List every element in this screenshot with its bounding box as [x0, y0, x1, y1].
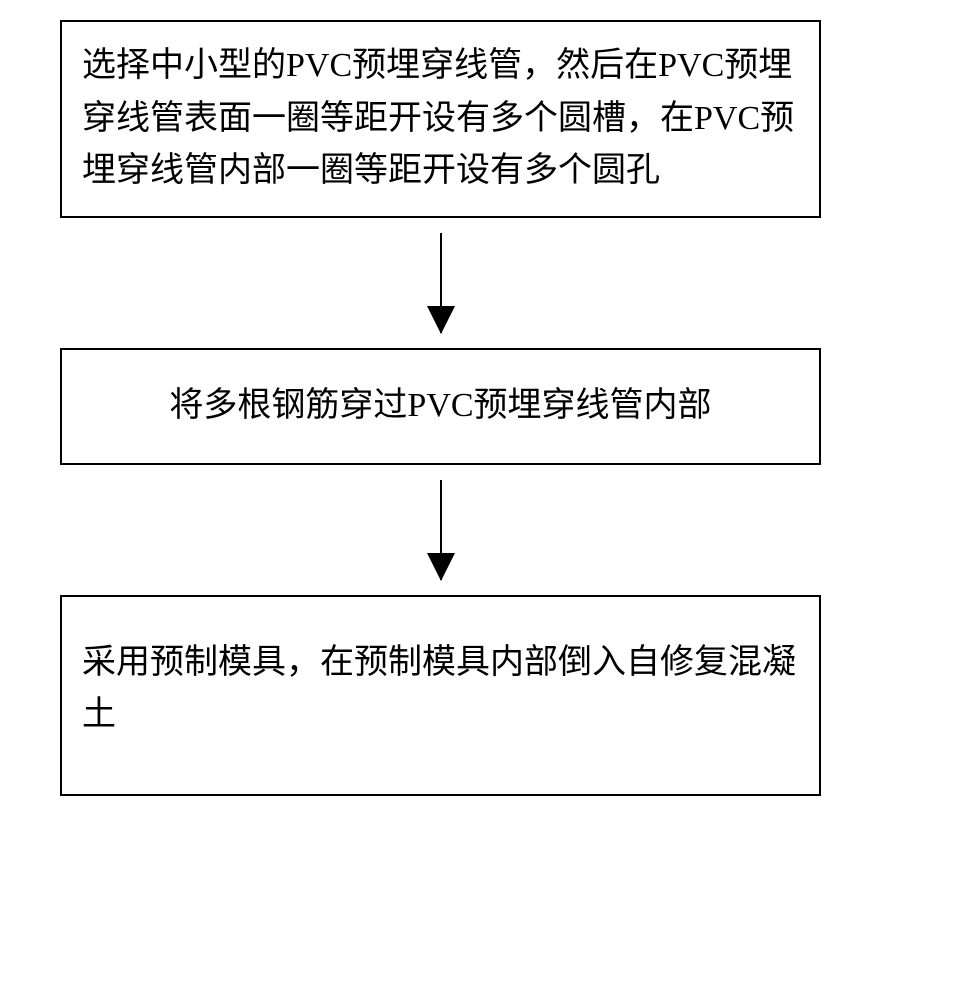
- flowchart-step-2: 将多根钢筋穿过PVC预埋穿线管内部: [60, 348, 821, 465]
- flowchart-container: 选择中小型的PVC预埋穿线管，然后在PVC预埋穿线管表面一圈等距开设有多个圆槽，…: [60, 20, 821, 796]
- flowchart-step-3: 采用预制模具，在预制模具内部倒入自修复混凝土: [60, 595, 821, 796]
- arrow-2-container: [60, 465, 821, 595]
- step-2-text: 将多根钢筋穿过PVC预埋穿线管内部: [169, 387, 711, 424]
- arrow-down-icon: [440, 233, 442, 333]
- step-3-text: 采用预制模具，在预制模具内部倒入自修复混凝土: [82, 644, 796, 734]
- arrow-down-icon: [440, 480, 442, 580]
- flowchart-step-1: 选择中小型的PVC预埋穿线管，然后在PVC预埋穿线管表面一圈等距开设有多个圆槽，…: [60, 20, 821, 218]
- arrow-1-container: [60, 218, 821, 348]
- step-1-text: 选择中小型的PVC预埋穿线管，然后在PVC预埋穿线管表面一圈等距开设有多个圆槽，…: [82, 47, 794, 189]
